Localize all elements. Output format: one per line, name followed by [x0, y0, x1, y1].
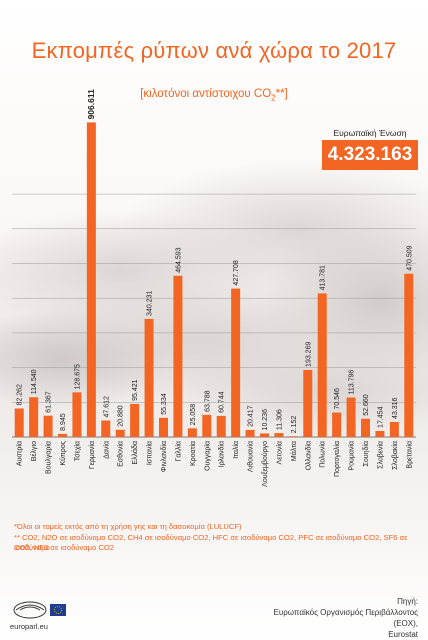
category-label: Βρετανία [405, 441, 413, 469]
bar-7 [101, 420, 111, 437]
category-label: Κροατία [189, 441, 197, 466]
bar-value-label: 95.421 [132, 379, 139, 401]
bar-27 [389, 421, 399, 437]
bar-20 [288, 436, 298, 438]
bar-5 [72, 392, 82, 437]
category-label: Τσεχία [73, 441, 81, 461]
bar-value-label: 2.152 [291, 416, 298, 434]
category-label: Λετονία [275, 441, 283, 464]
footnote-gases-cont: CO2, NF3 σε ισοδύναμο CO2 [14, 543, 114, 552]
bar-23 [332, 412, 342, 437]
category-label: Λιθουανία [247, 441, 255, 472]
bar-25 [361, 418, 370, 437]
bar-2 [29, 397, 39, 437]
source-eurostat: Eurostat [388, 630, 418, 639]
source-block: Πηγή: Ευρωπαϊκός Οργανισμός Περιβάλλοντο… [250, 596, 418, 640]
bar-14 [202, 414, 212, 437]
category-label: Μάλτα [290, 441, 298, 461]
bar-9 [130, 403, 140, 437]
bar-value-label: 464.593 [175, 247, 182, 272]
category-label: Ρουμανία [348, 441, 356, 471]
bar-1 [14, 408, 24, 437]
category-label: Σλοβενία [376, 441, 384, 469]
source-eea: Ευρωπαϊκός Οργανισμός Περιβάλλοντος (ΕΟΧ… [273, 608, 418, 628]
bar-value-label: 47.612 [103, 396, 110, 418]
bar-13 [187, 428, 197, 437]
category-label: Πολωνία [319, 441, 327, 468]
category-label: Ολλανδία [304, 441, 312, 470]
bar-value-label: 128.675 [74, 364, 81, 389]
european-parliament-logo [10, 598, 70, 626]
bar-24 [346, 397, 356, 437]
bar-value-label: 63.788 [204, 390, 211, 412]
bar-value-label: 20.417 [248, 405, 255, 427]
bar-22 [317, 293, 327, 437]
bar-value-label: 52.660 [363, 394, 370, 416]
bar-3 [43, 415, 53, 437]
bar-10 [144, 318, 154, 437]
category-label: Γερμανία [88, 441, 96, 469]
category-label: Λουξεμβούργο [261, 441, 269, 487]
page-title: Εκπομπές ρύπων ανά χώρα το 2017 [31, 38, 397, 63]
bar-value-label: 10.236 [262, 409, 269, 431]
bar-value-label: 82.262 [17, 384, 24, 406]
bar-4 [58, 433, 67, 437]
category-label: Δανία [102, 441, 110, 459]
bar-value-label: 17.454 [377, 406, 384, 428]
footnote-gases: ** CO2, N2O σε ισοδύναμο CO2, CH4 σε ισο… [14, 533, 408, 552]
bar-6 [86, 122, 96, 438]
bar-value-label: 60.744 [219, 391, 226, 413]
category-label: Κύπρος [59, 440, 67, 465]
bar-19 [274, 433, 284, 437]
category-label: Ελλάδα [131, 441, 139, 465]
bar-value-label: 43.316 [392, 397, 399, 419]
footnote-lulucf: *Όλοι οι τομείς εκτός από τη χρήση γης κ… [14, 522, 242, 531]
bar-value-label: 427.708 [233, 260, 240, 285]
bar-value-label: 470.509 [406, 245, 413, 270]
bar-11 [159, 417, 168, 437]
category-label: Αυστρία [16, 441, 24, 466]
category-label: Ιταλία [232, 441, 240, 459]
bar-value-label: 113.796 [349, 370, 356, 395]
bar-value-label: 413.781 [320, 265, 327, 290]
bar-value-label: 25.058 [190, 404, 197, 426]
bar-value-label: 11.306 [276, 409, 283, 430]
bar-value-label: 114.540 [31, 369, 38, 394]
bar-value-label: 61.367 [46, 391, 53, 413]
category-label: Σουηδία [362, 441, 370, 466]
category-label: Ιρλανδία [218, 441, 226, 467]
emissions-bar-chart: 82.262 Αυστρία 114.540 Βέλγιο 61.367 Βουλγαρί… [12, 89, 416, 487]
bar-value-label: 340.231 [147, 291, 154, 316]
category-label: Σλοβακία [391, 441, 399, 470]
category-label: Πορτογαλία [333, 441, 341, 477]
bar-8 [115, 429, 125, 437]
bar-value-label: 20.880 [118, 405, 125, 427]
bar-value-label: 55.334 [161, 393, 168, 415]
eu-total-value: 4.323.163 [322, 140, 418, 170]
category-label: Εσθονία [117, 441, 125, 467]
source-heading: Πηγή: [397, 597, 418, 606]
bar-28 [404, 273, 414, 437]
bar-value-label: 70.546 [334, 388, 341, 410]
eu-total-label: Ευρωπαϊκή Ένωση [333, 128, 407, 138]
bar-value-label: 193.269 [305, 342, 312, 367]
bar-16 [231, 288, 241, 437]
chart-subtitle: [κιλοτόνοι αντίστοιχου CO2**] [140, 88, 288, 103]
bar-value-label: 906.611 [86, 89, 96, 120]
category-label: Βουλγαρία [45, 441, 53, 474]
bar-17 [245, 429, 255, 437]
category-label: Ουγγαρία [203, 441, 211, 471]
category-label: Ισπανία [146, 441, 154, 465]
bar-12 [173, 275, 183, 437]
bar-value-label: 8.945 [60, 413, 67, 431]
category-label: Γαλλία [174, 441, 182, 462]
category-label: Φινλανδία [160, 441, 168, 472]
bar-21 [303, 369, 313, 437]
category-label: Βέλγιο [30, 441, 38, 461]
bar-18 [260, 433, 269, 437]
bar-26 [375, 430, 385, 437]
europarl-link[interactable]: europarl.eu [10, 622, 48, 631]
bar-15 [216, 415, 226, 437]
